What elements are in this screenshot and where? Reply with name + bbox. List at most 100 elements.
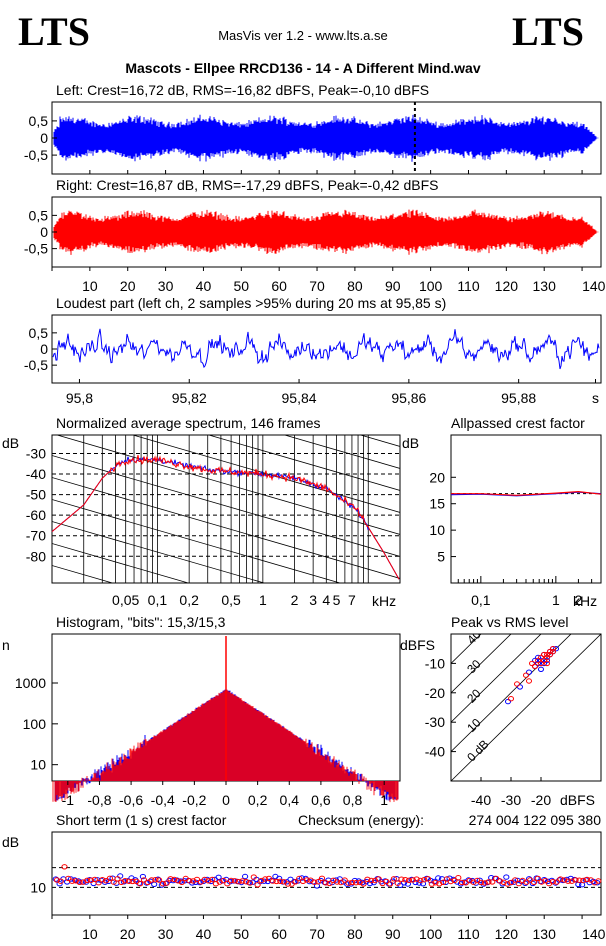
spectrum-slope-line xyxy=(52,521,266,583)
short-crest-right-point xyxy=(231,878,238,884)
histogram-right-bars xyxy=(52,689,399,803)
short-crest-right-point xyxy=(394,880,401,886)
spectrum-xlabel: kHz xyxy=(372,593,396,609)
pvr-right-point xyxy=(514,681,520,687)
short-crest-right-point xyxy=(402,877,409,883)
short-crest-right-point xyxy=(243,879,250,885)
pvr-left-point xyxy=(538,657,544,664)
xtick-label: 80 xyxy=(347,926,363,942)
ytick-label: 10 xyxy=(30,879,46,895)
spectrum-slope-line xyxy=(52,477,400,579)
pvr-left-point xyxy=(553,646,559,652)
short-crest-right-point xyxy=(326,880,333,887)
short-crest-left-point xyxy=(242,873,249,880)
short-crest-right-point xyxy=(148,877,155,883)
spectrum-right-line xyxy=(51,454,400,580)
xtick-label: 95,88 xyxy=(501,390,536,406)
short-crest-right-point xyxy=(481,880,488,886)
xtick-label: 0,05 xyxy=(112,592,139,608)
histogram-plot: 1000 100 10 -1 -0,8 -0,6 -0,4 -0,2 0 0,2 0,4 0,6 0,8… xyxy=(15,633,401,808)
short-crest-right-point xyxy=(262,876,269,882)
diagonal-label: 40 xyxy=(464,627,484,647)
short-crest-right-point xyxy=(349,879,356,886)
xtick-label: 1 xyxy=(259,592,267,608)
xtick-label: -0,2 xyxy=(182,792,206,808)
short-crest-right-point xyxy=(409,877,416,883)
short-crest-right-point xyxy=(485,879,492,885)
ytick-label: 0 xyxy=(40,224,48,240)
short-crest-right-point xyxy=(352,880,360,886)
histogram-title: Histogram, "bits": 15,3/15,3 xyxy=(56,614,226,630)
loudest-part-title: Loudest part (left ch, 2 samples >95% du… xyxy=(56,295,446,311)
short-crest-right-point xyxy=(364,876,371,882)
histogram-ylabel: n xyxy=(2,637,10,653)
crest-title: Allpassed crest factor xyxy=(451,415,585,431)
xtick-label: -20 xyxy=(531,792,551,808)
short-crest-right-point xyxy=(209,876,216,883)
crest-diagonal-line xyxy=(451,634,482,664)
xtick-label: 10 xyxy=(82,278,98,294)
short-crest-right-point xyxy=(125,878,132,884)
xtick-label: 0,1 xyxy=(148,592,168,608)
xtick-label: 0,5 xyxy=(221,592,241,608)
short-crest-right-point xyxy=(565,878,572,884)
short-crest-right-point xyxy=(57,878,64,884)
xtick-label: 0,2 xyxy=(248,792,268,808)
loudest-part-plot: 0,50-0,5 95,8 95,82 95,84 95,86 95,88 s xyxy=(24,314,602,406)
short-crest-right-point xyxy=(152,877,159,883)
short-crest-right-point xyxy=(163,880,170,886)
xtick-label: 1 xyxy=(552,592,560,608)
short-crest-left-point xyxy=(416,880,423,886)
short-crest-right-point xyxy=(224,881,231,887)
pvr-right-point xyxy=(538,654,544,661)
ytick-label: 15 xyxy=(429,496,445,512)
short-crest-right-point xyxy=(405,877,413,883)
ytick-label: 0,5 xyxy=(29,207,49,223)
short-crest-right-point xyxy=(284,881,291,887)
short-crest-right-point xyxy=(296,875,303,882)
xtick-label: 7 xyxy=(348,592,356,608)
short-crest-right-point xyxy=(447,878,454,885)
xtick-label: 90 xyxy=(385,926,401,942)
pvr-right-point xyxy=(526,678,532,684)
short-crest-right-point xyxy=(292,879,299,885)
short-crest-title: Short term (1 s) crest factor xyxy=(56,812,227,828)
xtick-label: 95,8 xyxy=(66,390,93,406)
short-crest-right-point xyxy=(424,876,432,882)
spectrum-frame xyxy=(51,434,401,584)
short-crest-right-point xyxy=(277,878,284,884)
ytick-label: -20 xyxy=(425,685,445,701)
pvr-left-point xyxy=(517,684,523,690)
xtick-label: 140 s xyxy=(582,926,606,942)
logo-right: LTS xyxy=(512,9,584,54)
crest-ylabel: dB xyxy=(402,435,419,451)
short-crest-right-point xyxy=(345,880,352,886)
short-crest-left-point xyxy=(579,882,586,888)
peak-rms-xlabel: dBFS xyxy=(560,792,595,808)
ytick-label: -0,5 xyxy=(24,147,48,163)
crest-xlabel: kHz xyxy=(573,593,597,609)
short-crest-left-point xyxy=(151,881,158,887)
short-crest-right-point xyxy=(549,879,557,885)
left-waveform-title: Left: Crest=16,72 dB, RMS=-16,82 dBFS, P… xyxy=(56,82,429,98)
ytick-label: 0 xyxy=(40,341,48,357)
xtick-label: 90 xyxy=(385,278,401,294)
short-crest-right-point xyxy=(417,877,424,884)
short-crest-right-point xyxy=(273,878,280,885)
crest-plot: 20 15 10 5 0,1 1 2 xyxy=(429,434,602,608)
short-crest-left-point xyxy=(404,881,411,887)
ytick-label: 0,5 xyxy=(29,325,49,341)
short-crest-right-point xyxy=(69,878,76,884)
waveform-signal xyxy=(53,114,599,162)
xtick-label: 20 xyxy=(120,926,136,942)
xtick-label: 100 xyxy=(419,926,443,942)
spectrum-left-line xyxy=(51,456,400,580)
ytick-label: -30 xyxy=(425,714,445,730)
xtick-label: 20 xyxy=(120,278,136,294)
xtick-label: 100 xyxy=(419,278,443,294)
xtick-label: -0,6 xyxy=(119,792,143,808)
spectrum-ylabel: dB xyxy=(2,435,19,451)
peak-rms-ylabel: dBFS xyxy=(400,637,435,653)
short-crest-right-point xyxy=(95,880,102,886)
